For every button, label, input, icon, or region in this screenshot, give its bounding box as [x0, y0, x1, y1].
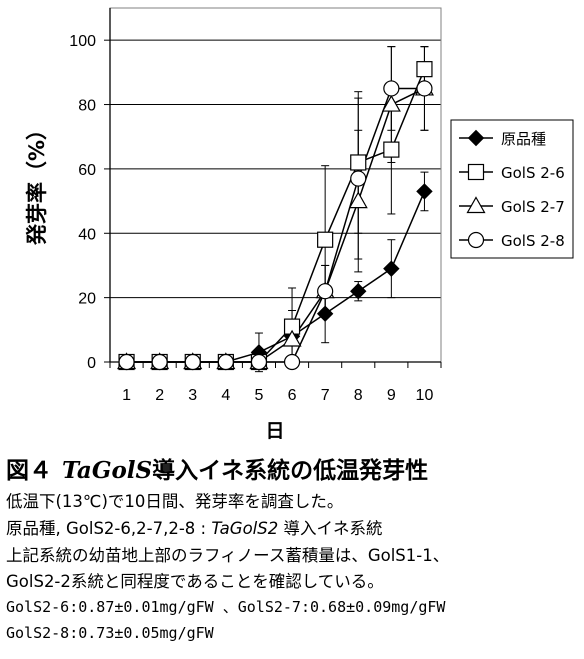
x-tick-label: 4 [221, 387, 230, 404]
plot-area [117, 46, 434, 373]
legend-item-gols-2-7: GolS 2-7 [459, 196, 565, 216]
data-point [316, 305, 334, 322]
data-point [250, 353, 268, 371]
data-point [381, 94, 401, 112]
caption-line-4: GolS2-2系統と同程度であることを確認している。 [6, 572, 384, 591]
x-tick-label: 9 [387, 387, 396, 404]
germination-chart: 0 20 40 60 80 100 1 2 3 4 5 6 7 8 9 10 日 発芽率（%） 原品種 Gol… [25, 7, 574, 442]
legend-marker [466, 196, 486, 214]
legend-label: GolS 2-7 [501, 198, 565, 216]
data-point [317, 231, 334, 248]
legend: 原品種 GolS 2-6 GolS 2-7 GolS 2-8 [450, 119, 574, 259]
x-tick-label: 6 [288, 387, 297, 404]
x-tick-label: 8 [354, 387, 363, 404]
x-tick-label: 7 [321, 387, 330, 404]
series-markers-原品種 [118, 183, 433, 371]
caption-line-2-prefix: 原品種, GolS2-6,2-7,2-8 : [6, 519, 212, 538]
caption-line-2: 原品種, GolS2-6,2-7,2-8 : TaGolS2 導入イネ系統 [6, 515, 382, 539]
y-axis-label: 発芽率（%） [25, 119, 49, 246]
x-tick-label: 10 [416, 387, 434, 404]
y-tick-label: 100 [69, 33, 96, 50]
x-tick-label: 5 [254, 387, 263, 404]
y-tick-label: 80 [78, 98, 96, 115]
legend-label: 原品種 [501, 130, 546, 148]
legend-marker [467, 231, 485, 249]
series-line-gols-2-7 [126, 87, 425, 363]
data-point [348, 191, 368, 209]
x-axis-label: 日 [265, 420, 284, 442]
legend-label: GolS 2-8 [501, 232, 565, 250]
error-bars-gols-2-8 [321, 46, 429, 318]
x-tick-label: 3 [188, 387, 197, 404]
data-point [283, 353, 301, 371]
series-markers-gols-2-8 [118, 80, 433, 371]
caption-line-2-suffix: 導入イネ系統 [278, 519, 383, 538]
data-point [416, 183, 433, 200]
data-point [383, 141, 400, 158]
data-point [383, 80, 400, 97]
figure-number: 図４ [6, 458, 52, 484]
legend-marker [467, 129, 485, 147]
data-point [350, 282, 367, 300]
series-line-gols-2-6 [126, 68, 426, 363]
x-tick-label: 2 [155, 387, 164, 404]
legend-item-原品種: 原品種 [459, 129, 546, 148]
caption-line-1: 低温下(13℃)で10日間、発芽率を調査した。 [6, 492, 344, 511]
legend-label: GolS 2-6 [501, 164, 565, 182]
figure-title: 図４ TaGolS導入イネ系統の低温発芽性 [6, 451, 428, 485]
legend-item-gols-2-8: GolS 2-8 [459, 231, 565, 250]
x-tick-labels: 1 2 3 4 5 6 7 8 9 10 [122, 387, 433, 404]
y-tick-label: 40 [78, 226, 96, 243]
data-point [151, 353, 168, 371]
y-tick-label: 20 [78, 291, 96, 308]
caption-line-3: 上記系統の幼苗地上部のラフィノース蓄積量は、GolS1-1、 [6, 546, 450, 565]
caption-line-6: GolS2-8:0.73±0.05mg/gFW [6, 624, 214, 642]
y-tick-labels: 0 20 40 60 80 100 [69, 33, 96, 372]
data-point [317, 283, 334, 300]
data-point [217, 353, 234, 371]
axes [104, 7, 442, 368]
data-point [350, 154, 367, 171]
y-tick-label: 0 [87, 355, 96, 372]
x-tick-label: 1 [122, 387, 131, 404]
caption-line-5: GolS2-6:0.87±0.01mg/gFW 、GolS2-7:0.68±0.… [6, 598, 446, 616]
figure-title-gene: TaGolS [62, 457, 153, 484]
series-line-gols-2-8 [126, 87, 425, 363]
series-line-原品種 [126, 191, 426, 363]
caption-line-2-gene: TaGolS2 [211, 519, 279, 538]
data-point [118, 353, 135, 371]
legend-item-gols-2-6: GolS 2-6 [459, 163, 565, 182]
figure-title-text: 導入イネ系統の低温発芽性 [152, 458, 429, 484]
legend-marker [467, 163, 485, 181]
data-point [350, 170, 367, 187]
data-point [416, 80, 433, 97]
data-point [282, 329, 302, 347]
data-point [416, 61, 433, 78]
y-tick-label: 60 [78, 162, 96, 179]
data-point [184, 353, 201, 371]
data-point [383, 260, 400, 277]
